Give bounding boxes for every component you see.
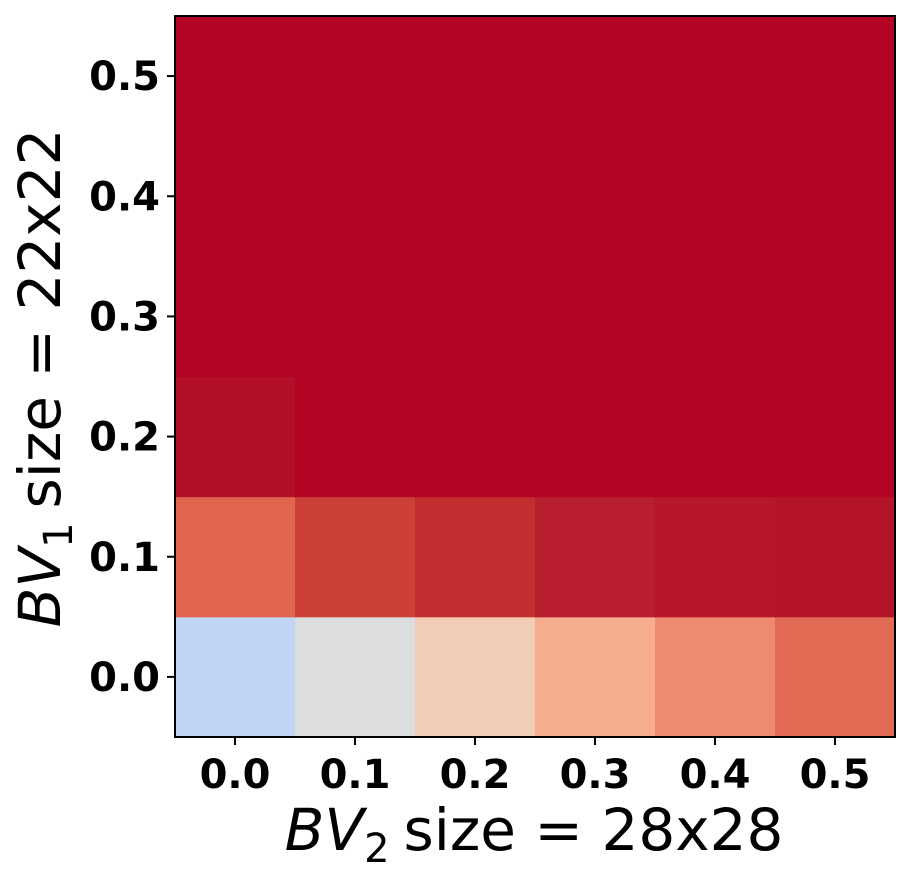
x-tick-label: 0.5	[800, 752, 871, 798]
y-tick-label: 0.5	[89, 54, 160, 100]
heatmap-cell-y0.3-x0.0	[175, 256, 296, 377]
heatmap-cell-y0.4-x0.3	[535, 136, 656, 257]
y-tick-label: 0.2	[89, 415, 160, 461]
x-tick-label: 0.0	[200, 752, 271, 798]
heatmap-cell-y0.3-x0.1	[295, 256, 416, 377]
heatmap-cell-y0.4-x0.4	[655, 136, 776, 257]
heatmap-cell-y0.4-x0.0	[175, 136, 296, 257]
heatmap-cell-y0.5-x0.1	[295, 16, 416, 137]
heatmap-cell-y0.1-x0.3	[535, 496, 656, 618]
heatmap-cell-y0.2-x0.4	[655, 376, 776, 498]
y-tick-label: 0.4	[89, 174, 160, 220]
heatmap-cell-y0.0-x0.5	[775, 616, 896, 738]
heatmap-cell-y0.3-x0.5	[775, 256, 896, 377]
heatmap-cell-y0.1-x0.0	[175, 496, 296, 618]
y-axis-label-rest: size = 22x22	[6, 129, 74, 509]
heatmap-cell-y0.5-x0.2	[415, 16, 536, 137]
heatmap-cell-y0.5-x0.4	[655, 16, 776, 137]
x-axis-ticks: 0.0 0.1 0.2 0.3 0.4 0.5	[200, 737, 871, 798]
heatmap-cell-y0.3-x0.4	[655, 256, 776, 377]
heatmap-cell-y0.1-x0.1	[295, 496, 416, 618]
heatmap-cell-y0.0-x0.0	[175, 616, 296, 738]
heatmap-cell-y0.2-x0.5	[775, 376, 896, 498]
heatmap-cell-y0.2-x0.2	[415, 376, 536, 498]
heatmap-cell-y0.5-x0.5	[775, 16, 896, 137]
x-tick-label: 0.1	[320, 752, 391, 798]
plot-frame	[174, 15, 896, 738]
heatmap-cell-y0.4-x0.2	[415, 136, 536, 257]
heatmap-cell-y0.5-x0.0	[175, 16, 296, 137]
x-tick-label: 0.2	[440, 752, 511, 798]
heatmap-cell-y0.2-x0.1	[295, 376, 416, 498]
heatmap-cells	[175, 16, 896, 738]
heatmap-cell-y0.1-x0.4	[655, 496, 776, 618]
heatmap-cell-y0.5-x0.3	[535, 16, 656, 137]
heatmap-cell-y0.3-x0.3	[535, 256, 656, 377]
heatmap-cell-y0.2-x0.0	[175, 376, 296, 498]
heatmap-cell-y0.0-x0.3	[535, 616, 656, 738]
y-tick-label: 0.0	[89, 655, 160, 701]
x-tick-label: 0.4	[680, 752, 751, 798]
y-axis-ticks: 0.0 0.1 0.2 0.3 0.4 0.5	[89, 54, 175, 701]
heatmap-cell-y0.4-x0.1	[295, 136, 416, 257]
x-axis-label: BV2 size = 28x28	[285, 796, 784, 872]
heatmap-cell-y0.2-x0.3	[535, 376, 656, 498]
heatmap-cell-y0.4-x0.5	[775, 136, 896, 257]
x-axis-label-rest: size = 28x28	[404, 796, 784, 864]
heatmap-cell-y0.3-x0.2	[415, 256, 536, 377]
y-tick-label: 0.1	[89, 535, 160, 581]
heatmap-cell-y0.0-x0.2	[415, 616, 536, 738]
x-tick-label: 0.3	[560, 752, 631, 798]
y-tick-label: 0.3	[89, 294, 160, 340]
y-axis-label: BV1size = 22x22	[6, 129, 82, 628]
heatmap-cell-y0.1-x0.2	[415, 496, 536, 618]
heatmap-cell-y0.0-x0.4	[655, 616, 776, 738]
heatmap-cell-y0.0-x0.1	[295, 616, 416, 738]
heatmap-cell-y0.1-x0.5	[775, 496, 896, 618]
